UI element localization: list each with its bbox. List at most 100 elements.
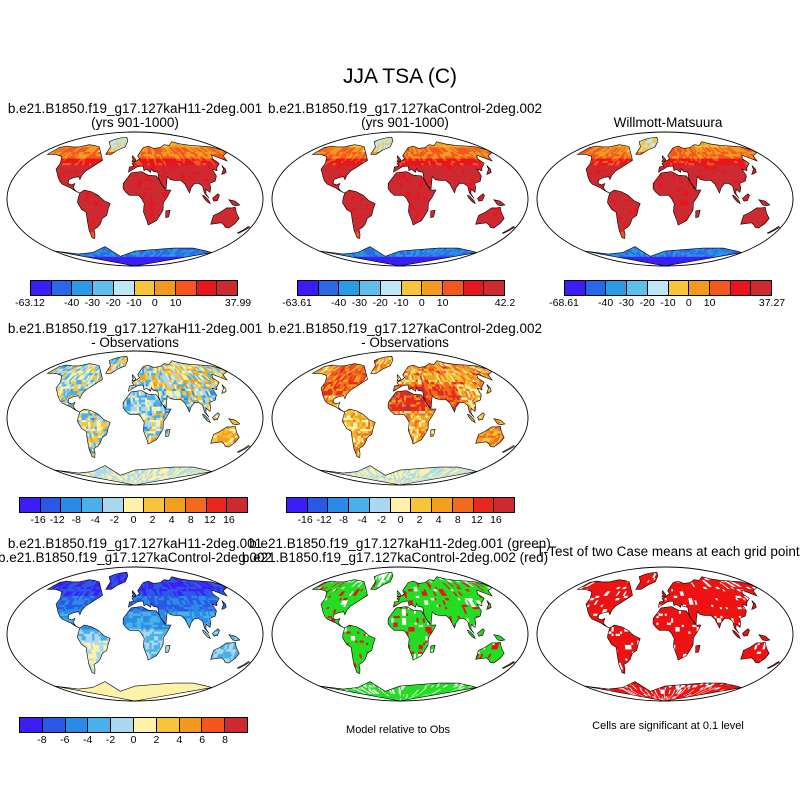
colorbar-cell: [463, 281, 485, 295]
map-panel-7: [6, 566, 264, 702]
colorbar-cell: [225, 718, 247, 732]
colorbar-cell: [307, 498, 329, 512]
colorbar-cell: [88, 718, 112, 732]
colorbar-tick-label: -16: [297, 514, 312, 526]
colorbar-tick-label: -30: [85, 297, 100, 309]
colorbar-tick-label: 37.27: [759, 297, 785, 309]
colorbar-tick-label: 0: [131, 514, 137, 526]
colorbar-cell: [318, 281, 340, 295]
colorbar-tick-label: -30: [619, 297, 634, 309]
colorbar-tick-label: -63.12: [15, 297, 45, 309]
map-panel-1: [6, 131, 264, 267]
panel-3-title: Willmott-Matsuura: [614, 116, 723, 130]
colorbar-cell: [65, 718, 89, 732]
colorbar-cell: [179, 718, 203, 732]
colorbar-tick-label: 42.2: [495, 297, 515, 309]
colorbar-cell: [411, 498, 433, 512]
panel-4-title-line-1: b.e21.B1850.f19_g17.127kaH11-2deg.001: [8, 322, 262, 336]
coastlines: [311, 355, 516, 486]
colorbar-cell: [287, 498, 308, 512]
map-border: [6, 350, 264, 486]
colorbar-tick-label: 10: [704, 297, 716, 309]
colorbar-cell: [20, 498, 41, 512]
map-field-cells: [47, 137, 250, 267]
colorbar-panel-2: [297, 280, 505, 296]
colorbar-cell: [31, 281, 52, 295]
colorbar-tick-label: -4: [83, 734, 92, 746]
colorbar-tick-label: 12: [471, 514, 483, 526]
colorbar-cell: [328, 498, 350, 512]
colorbar-panel-5: [286, 497, 515, 513]
colorbar-tick-label: -2: [106, 734, 115, 746]
coastlines: [311, 136, 516, 267]
colorbar-cell: [82, 498, 103, 512]
colorbar-tick-label: 4: [436, 514, 442, 526]
colorbar-cell: [185, 498, 207, 512]
map-panel-9: [536, 566, 794, 702]
colorbar-tick-label: -40: [64, 297, 79, 309]
colorbar-tick-label: -63.61: [282, 297, 312, 309]
figure-title: JJA TSA (C): [343, 66, 457, 87]
colorbar-labels-panel-4: -16 -12 -8 -4 -2 0 2 4 8 12 16: [19, 514, 248, 526]
colorbar-cell: [709, 281, 731, 295]
colorbar-cell: [484, 281, 505, 295]
panel-1-title-line-1: b.e21.B1850.f19_g17.127kaH11-2deg.001: [8, 102, 262, 116]
colorbar-tick-label: -8: [37, 734, 46, 746]
colorbar-panel-4: [19, 497, 248, 513]
panel-8-title-line-1: b.e21.B1850.f19_g17.127kaH11-2deg.001 (g…: [249, 537, 551, 551]
colorbar-cell: [380, 281, 402, 295]
colorbar-cell: [689, 281, 710, 295]
panel-2-title-line-2: (yrs 901-1000): [361, 116, 449, 130]
map-field-cells: [577, 137, 780, 267]
colorbar-tick-label: -40: [331, 297, 346, 309]
colorbar-tick-label: -4: [358, 514, 367, 526]
colorbar-panel-7: [19, 717, 248, 733]
colorbar-tick-label: -8: [72, 514, 81, 526]
colorbar-cell: [196, 281, 218, 295]
colorbar-cell: [606, 281, 628, 295]
colorbar-cell: [134, 281, 156, 295]
colorbar-tick-label: -40: [598, 297, 613, 309]
colorbar-cell: [20, 718, 43, 732]
colorbar-labels-panel-7: -8 -6 -4 -2 0 2 4 6 8: [19, 734, 248, 746]
colorbar-tick-label: -6: [60, 734, 69, 746]
map-border: [6, 131, 264, 267]
colorbar-cell: [165, 498, 186, 512]
map-border: [536, 566, 794, 702]
colorbar-tick-label: 2: [417, 514, 423, 526]
panel-9-caption: Cells are significant at 0.1 level: [592, 721, 744, 732]
colorbar-tick-label: -2: [110, 514, 119, 526]
colorbar-cell: [144, 498, 166, 512]
colorbar-cell: [452, 498, 474, 512]
colorbar-cell: [133, 718, 157, 732]
panel-7-title-line-2: b.e21.B1850.f19_g17.127kaControl-2deg.00…: [0, 551, 272, 565]
colorbar-tick-label: -20: [106, 297, 121, 309]
colorbar-cell: [93, 281, 114, 295]
colorbar-cell: [360, 281, 381, 295]
colorbar-cell: [156, 718, 180, 732]
map-field-cells: [312, 137, 515, 267]
colorbar-cell: [72, 281, 94, 295]
colorbar-cell: [369, 498, 391, 512]
panel-4-title-line-2: - Observations: [91, 336, 179, 350]
colorbar-cell: [227, 498, 248, 512]
map-panel-4: [6, 350, 264, 486]
colorbar-cell: [61, 498, 83, 512]
colorbar-cell: [40, 498, 62, 512]
colorbar-tick-label: 10: [170, 297, 182, 309]
colorbar-cell: [298, 281, 319, 295]
map-border: [536, 131, 794, 267]
colorbar-tick-label: 2: [153, 734, 159, 746]
colorbar-tick-label: -10: [126, 297, 141, 309]
panel-8-title-line-2: b.e21.B1850.f19_g17.127kaControl-2deg.00…: [242, 551, 548, 565]
colorbar-cell: [751, 281, 772, 295]
colorbar-cell: [565, 281, 586, 295]
map-border: [271, 566, 529, 702]
colorbar-tick-label: 8: [222, 734, 228, 746]
colorbar-tick-label: -4: [91, 514, 100, 526]
panel-7-title-line-1: b.e21.B1850.f19_g17.127kaH11-2deg.001: [8, 537, 262, 551]
map-panel-5: [271, 350, 529, 486]
colorbar-tick-label: -12: [50, 514, 65, 526]
colorbar-labels-panel-2: -63.61 -40 -30 -20 -10 0 10 42.2: [282, 297, 515, 309]
